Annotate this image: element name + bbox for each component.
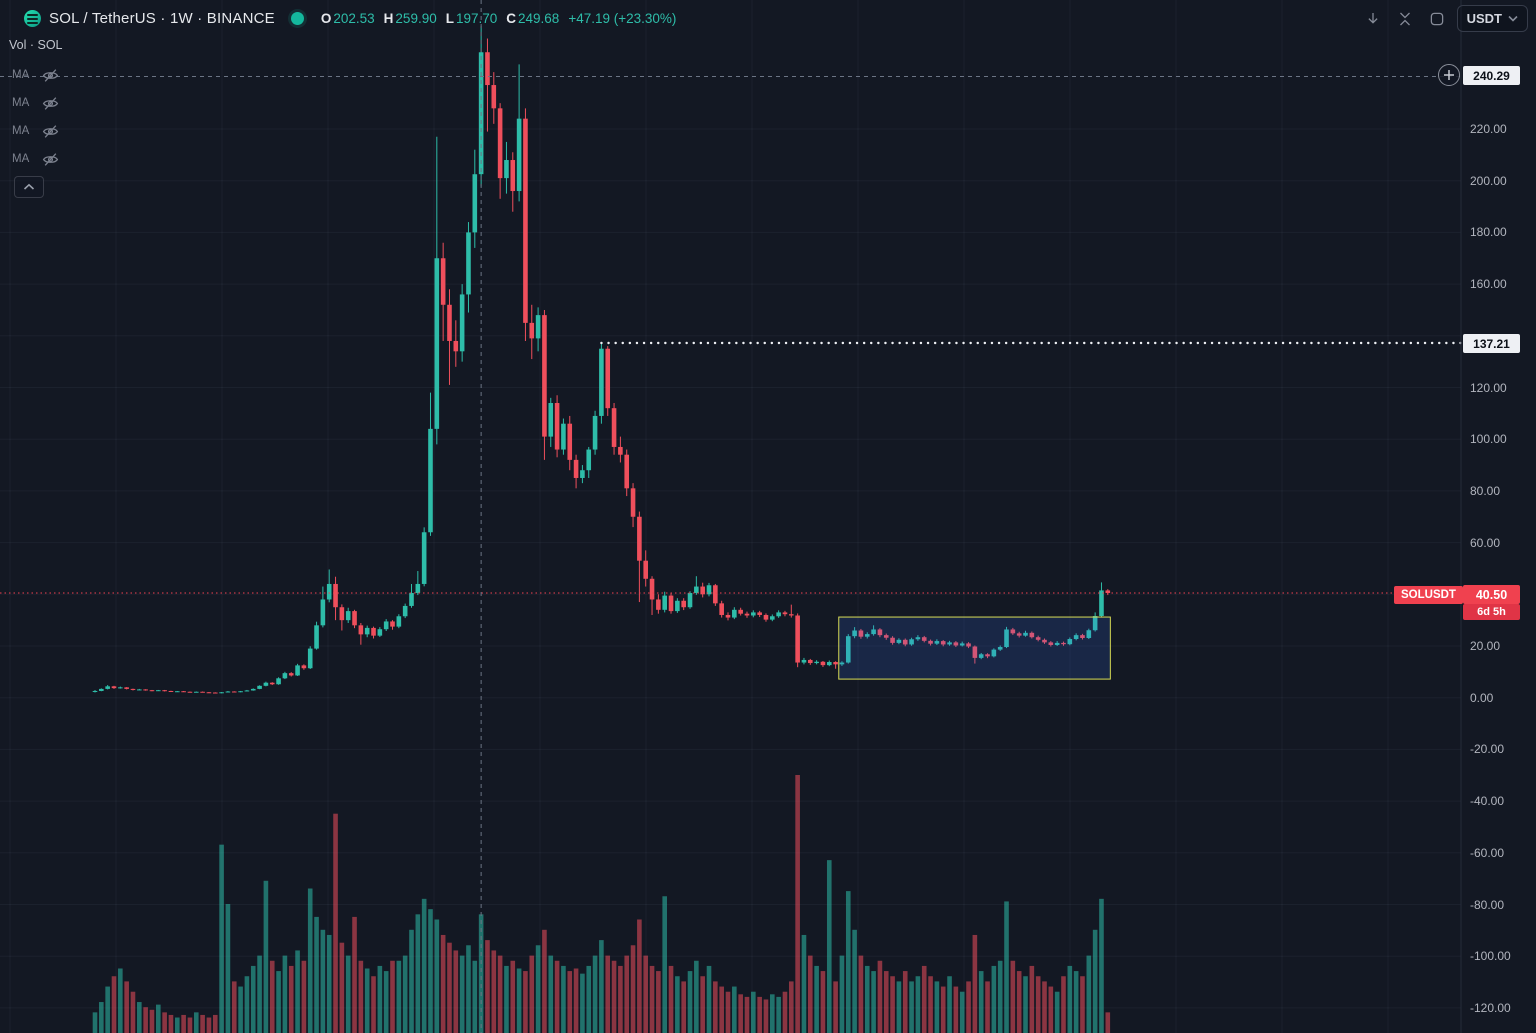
add-alert-plus-button[interactable] — [1438, 64, 1460, 86]
close-value: 249.68 — [518, 10, 560, 26]
volume-indicator-legend[interactable]: Vol · SOL — [9, 38, 63, 52]
ohlc-readout: O 202.53 H 259.90 L 197.70 C 249.68 +47.19 (… — [321, 11, 677, 26]
price-axis-tick: 160.00 — [1470, 277, 1507, 292]
price-axis-tick: 200.00 — [1470, 173, 1507, 188]
high-value: 259.90 — [395, 10, 437, 26]
price-axis-tick: 220.00 — [1470, 122, 1507, 136]
eye-off-icon[interactable] — [42, 151, 59, 168]
ma-label: MA — [12, 153, 30, 165]
price-axis-tick: 20.00 — [1470, 639, 1501, 653]
currency-toggle-button[interactable]: USDT — [1456, 5, 1528, 32]
symbol-price-tag: SOLUSDT — [1394, 586, 1463, 604]
price-lines-layer — [0, 341, 1463, 594]
candles-layer — [92, 25, 1111, 694]
top-right-toolbar: USDT — [1361, 5, 1528, 32]
price-axis-tick: 80.00 — [1470, 483, 1501, 498]
last-price-label: 40.50 — [1463, 585, 1520, 604]
price-axis-tick: 180.00 — [1470, 225, 1507, 240]
currency-label: USDT — [1466, 11, 1502, 26]
price-axis-tick: -60.00 — [1470, 845, 1505, 860]
chevron-up-icon — [23, 183, 35, 191]
price-axis-tick: -20.00 — [1470, 742, 1505, 757]
solana-logo-icon — [24, 9, 41, 27]
open-value: 202.53 — [333, 10, 375, 26]
ma-label: MA — [12, 97, 30, 109]
low-value: 197.70 — [455, 10, 498, 26]
price-axis-tick: -80.00 — [1470, 897, 1505, 912]
eye-off-icon[interactable] — [42, 123, 59, 140]
bar-countdown-label: 6d 5h — [1463, 604, 1520, 620]
level-price-label: 137.21 — [1463, 334, 1520, 353]
collapse-indicators-button[interactable] — [14, 176, 44, 198]
price-axis-tick: -40.00 — [1470, 794, 1505, 809]
ma-indicator-row[interactable]: MA — [12, 67, 59, 83]
price-axis-tick: -100.00 — [1470, 949, 1511, 964]
ma-indicator-row[interactable]: MA — [12, 151, 59, 167]
grid-layer — [0, 0, 1461, 1033]
eye-off-icon[interactable] — [42, 67, 59, 84]
range-box-drawing[interactable] — [838, 616, 1111, 680]
high-label: H — [383, 10, 394, 26]
volume-layer — [92, 775, 1111, 1033]
eye-off-icon[interactable] — [42, 95, 59, 112]
plus-icon — [1443, 69, 1455, 81]
ma-label: MA — [12, 69, 30, 81]
collapse-icon — [1396, 10, 1414, 28]
crosshair-layer — [0, 0, 1462, 1033]
symbol-title[interactable]: SOL / TetherUS · 1W · BINANCE — [49, 9, 275, 27]
arrow-down-icon — [1364, 10, 1382, 28]
open-label: O — [320, 10, 332, 26]
chevron-down-icon — [1508, 15, 1518, 22]
arrow-down-button[interactable] — [1361, 7, 1385, 31]
price-axis-tick: 100.00 — [1470, 432, 1507, 447]
ma-indicator-row[interactable]: MA — [12, 123, 59, 139]
price-axis-tick: 120.00 — [1470, 380, 1507, 395]
price-axis-tick: -120.00 — [1470, 1000, 1511, 1015]
fullscreen-button[interactable] — [1425, 7, 1449, 31]
ma-label: MA — [12, 125, 30, 137]
close-label: C — [506, 10, 517, 26]
collapse-panes-button[interactable] — [1393, 7, 1417, 31]
market-status-icon[interactable] — [290, 11, 304, 25]
crosshair-price-label: 240.29 — [1463, 66, 1520, 85]
drawings-layer[interactable] — [838, 616, 1111, 680]
price-axis[interactable]: 220.00 200.00 180.00 160.00 120.00 100.00 80.0… — [1461, 0, 1536, 1033]
change-value: +47.19 (+23.30%) — [568, 10, 677, 26]
price-axis-tick: 0.00 — [1470, 690, 1494, 705]
low-label: L — [445, 10, 454, 26]
ma-indicator-row[interactable]: MA — [12, 95, 59, 111]
frame-icon — [1428, 10, 1446, 28]
price-axis-tick: 60.00 — [1470, 535, 1501, 550]
